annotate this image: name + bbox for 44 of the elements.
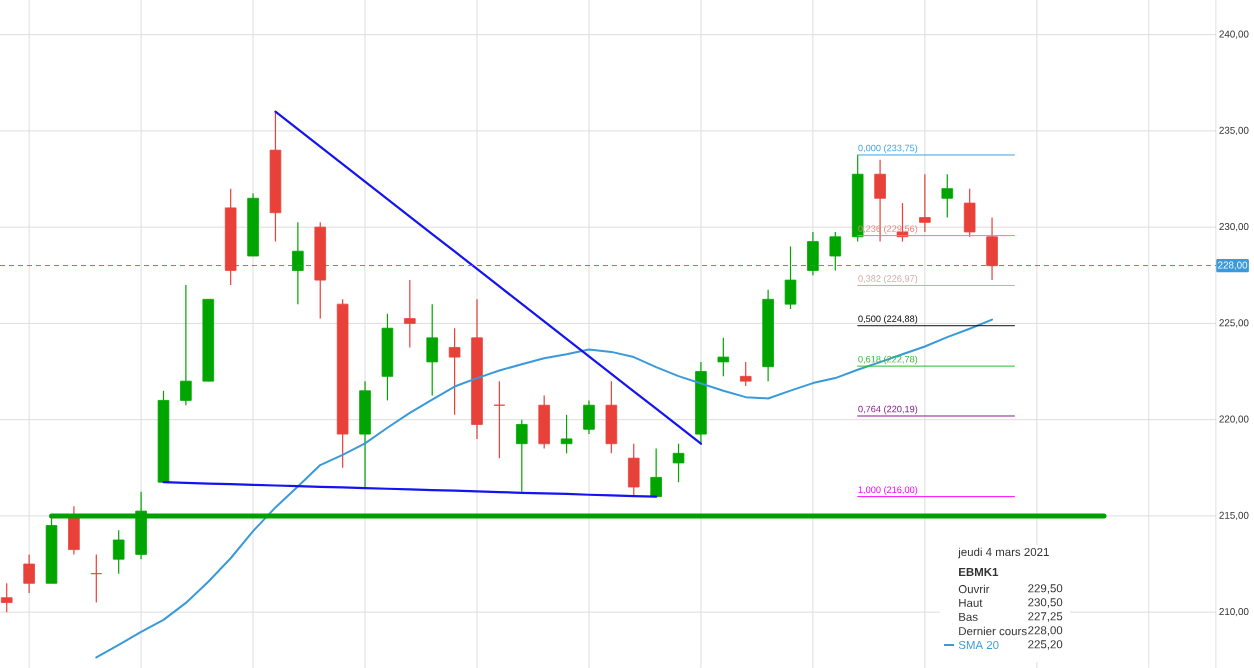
candlestick [717,337,730,377]
annotation: Bas [959,612,978,621]
y-tick-label: 240,00 [1219,30,1249,39]
annotation: 230,50 [1028,598,1063,608]
y-tick-label: 215,00 [1219,511,1249,520]
series-label: 0,764 (220,19) [858,405,918,415]
series-label: 0,382 (226,97) [858,275,918,284]
annotation: 225,20 [1028,640,1063,650]
candlestick [829,231,842,272]
annotation: 228,00 [1028,626,1063,636]
annotation: Haut [959,598,983,607]
candlestick [180,284,192,406]
candlestick [448,327,461,416]
series-label: 1,000 (216,00) [858,486,918,495]
annotation: jeudi 4 mars 2021 [958,547,1049,559]
y-tick-label: 220,00 [1219,415,1249,424]
candlestick [112,529,125,575]
candlestick [404,279,416,349]
candlestick [650,447,662,498]
y-tick-label: 210,00 [1219,608,1249,617]
y-tick-label: 225,00 [1219,319,1249,328]
candlestick [0,582,13,613]
annotation: 227,25 [1028,612,1063,622]
annotation: EBMK1 [959,568,999,576]
annotation: Ouvrir [958,584,990,594]
candlestick [516,419,528,493]
y-tick-label: 230,00 [1219,223,1249,232]
series-label: 0,618 (222,78) [858,355,918,365]
candlestick [90,553,103,604]
candlestick [672,443,685,483]
series-label: 0,500 (224,88) [858,315,918,324]
candlestick [23,553,35,594]
candlestick [739,361,752,387]
candlestick [493,380,506,459]
candlestick [919,173,931,233]
candlestick [560,414,573,454]
annotation: Dernier cours [959,626,1027,636]
legend-label: SMA 20 [958,640,999,650]
ref-line-label: 228,00 [1218,261,1248,270]
candlestick [941,173,954,219]
candlestick [292,221,304,305]
annotation: 229,50 [1028,584,1063,594]
series-label: 0,000 (233,75) [858,144,918,154]
y-tick-label: 235,00 [1219,126,1249,135]
